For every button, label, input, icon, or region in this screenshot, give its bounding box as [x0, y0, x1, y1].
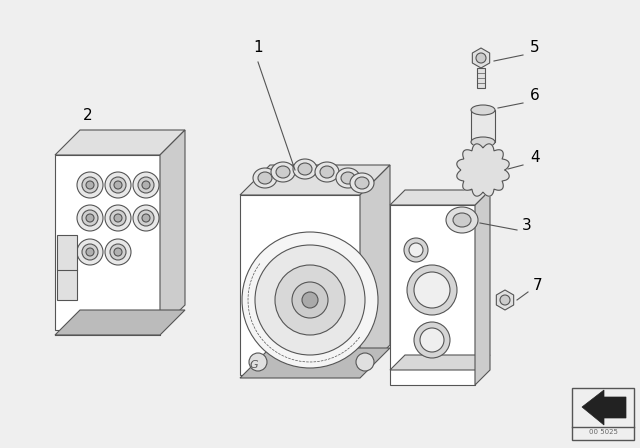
Ellipse shape	[355, 177, 369, 189]
Ellipse shape	[476, 53, 486, 63]
Ellipse shape	[242, 232, 378, 368]
Text: 5: 5	[530, 40, 540, 55]
Ellipse shape	[86, 214, 94, 222]
Ellipse shape	[315, 162, 339, 182]
Ellipse shape	[110, 244, 126, 260]
Polygon shape	[55, 155, 160, 330]
Ellipse shape	[471, 105, 495, 115]
Ellipse shape	[77, 205, 103, 231]
Text: 4: 4	[530, 150, 540, 165]
Text: 6: 6	[530, 88, 540, 103]
Ellipse shape	[105, 205, 131, 231]
Ellipse shape	[114, 181, 122, 189]
Ellipse shape	[471, 137, 495, 147]
Polygon shape	[360, 165, 390, 375]
Ellipse shape	[110, 210, 126, 226]
Polygon shape	[240, 165, 390, 195]
Polygon shape	[477, 68, 485, 88]
Ellipse shape	[468, 155, 498, 185]
Ellipse shape	[470, 181, 478, 190]
Text: G: G	[250, 360, 259, 370]
Ellipse shape	[82, 244, 98, 260]
Ellipse shape	[407, 265, 457, 315]
Ellipse shape	[77, 172, 103, 198]
Ellipse shape	[271, 162, 295, 182]
Ellipse shape	[497, 166, 505, 174]
Ellipse shape	[298, 163, 312, 175]
Ellipse shape	[255, 245, 365, 355]
Ellipse shape	[142, 181, 150, 189]
Ellipse shape	[133, 205, 159, 231]
Polygon shape	[160, 130, 185, 330]
Ellipse shape	[275, 265, 345, 335]
Polygon shape	[582, 390, 626, 425]
Ellipse shape	[453, 213, 471, 227]
Ellipse shape	[470, 151, 478, 159]
Polygon shape	[55, 130, 185, 155]
Ellipse shape	[293, 159, 317, 179]
Ellipse shape	[414, 322, 450, 358]
Ellipse shape	[82, 210, 98, 226]
Bar	[57, 235, 77, 300]
Ellipse shape	[86, 248, 94, 256]
Polygon shape	[457, 144, 509, 196]
Ellipse shape	[292, 282, 328, 318]
Ellipse shape	[114, 214, 122, 222]
Ellipse shape	[138, 177, 154, 193]
Ellipse shape	[404, 238, 428, 262]
Ellipse shape	[488, 151, 496, 159]
Ellipse shape	[420, 328, 444, 352]
Ellipse shape	[138, 210, 154, 226]
Polygon shape	[390, 205, 475, 385]
Ellipse shape	[249, 353, 267, 371]
Polygon shape	[475, 190, 490, 385]
Ellipse shape	[82, 177, 98, 193]
Text: 1: 1	[253, 40, 263, 55]
Text: 2: 2	[83, 108, 93, 123]
Polygon shape	[471, 110, 495, 142]
Polygon shape	[390, 190, 490, 205]
Text: 7: 7	[533, 278, 543, 293]
Ellipse shape	[475, 162, 491, 178]
Ellipse shape	[114, 248, 122, 256]
Ellipse shape	[77, 239, 103, 265]
Ellipse shape	[461, 166, 469, 174]
Ellipse shape	[446, 207, 478, 233]
Polygon shape	[240, 348, 390, 378]
Ellipse shape	[276, 166, 290, 178]
Polygon shape	[55, 310, 185, 335]
Ellipse shape	[253, 168, 277, 188]
Ellipse shape	[105, 239, 131, 265]
Ellipse shape	[350, 173, 374, 193]
Ellipse shape	[86, 181, 94, 189]
Ellipse shape	[341, 172, 355, 184]
Ellipse shape	[258, 172, 272, 184]
Polygon shape	[390, 355, 490, 370]
Text: 3: 3	[522, 218, 532, 233]
Bar	[572, 388, 634, 440]
Ellipse shape	[105, 172, 131, 198]
Ellipse shape	[336, 168, 360, 188]
Ellipse shape	[142, 214, 150, 222]
Ellipse shape	[133, 172, 159, 198]
Polygon shape	[497, 290, 514, 310]
Ellipse shape	[488, 181, 496, 190]
Polygon shape	[472, 48, 490, 68]
Ellipse shape	[302, 292, 318, 308]
Ellipse shape	[320, 166, 334, 178]
Ellipse shape	[409, 243, 423, 257]
Ellipse shape	[110, 177, 126, 193]
Text: 00 5025: 00 5025	[589, 429, 618, 435]
Ellipse shape	[414, 272, 450, 308]
Ellipse shape	[500, 295, 510, 305]
Ellipse shape	[356, 353, 374, 371]
Polygon shape	[240, 195, 360, 375]
